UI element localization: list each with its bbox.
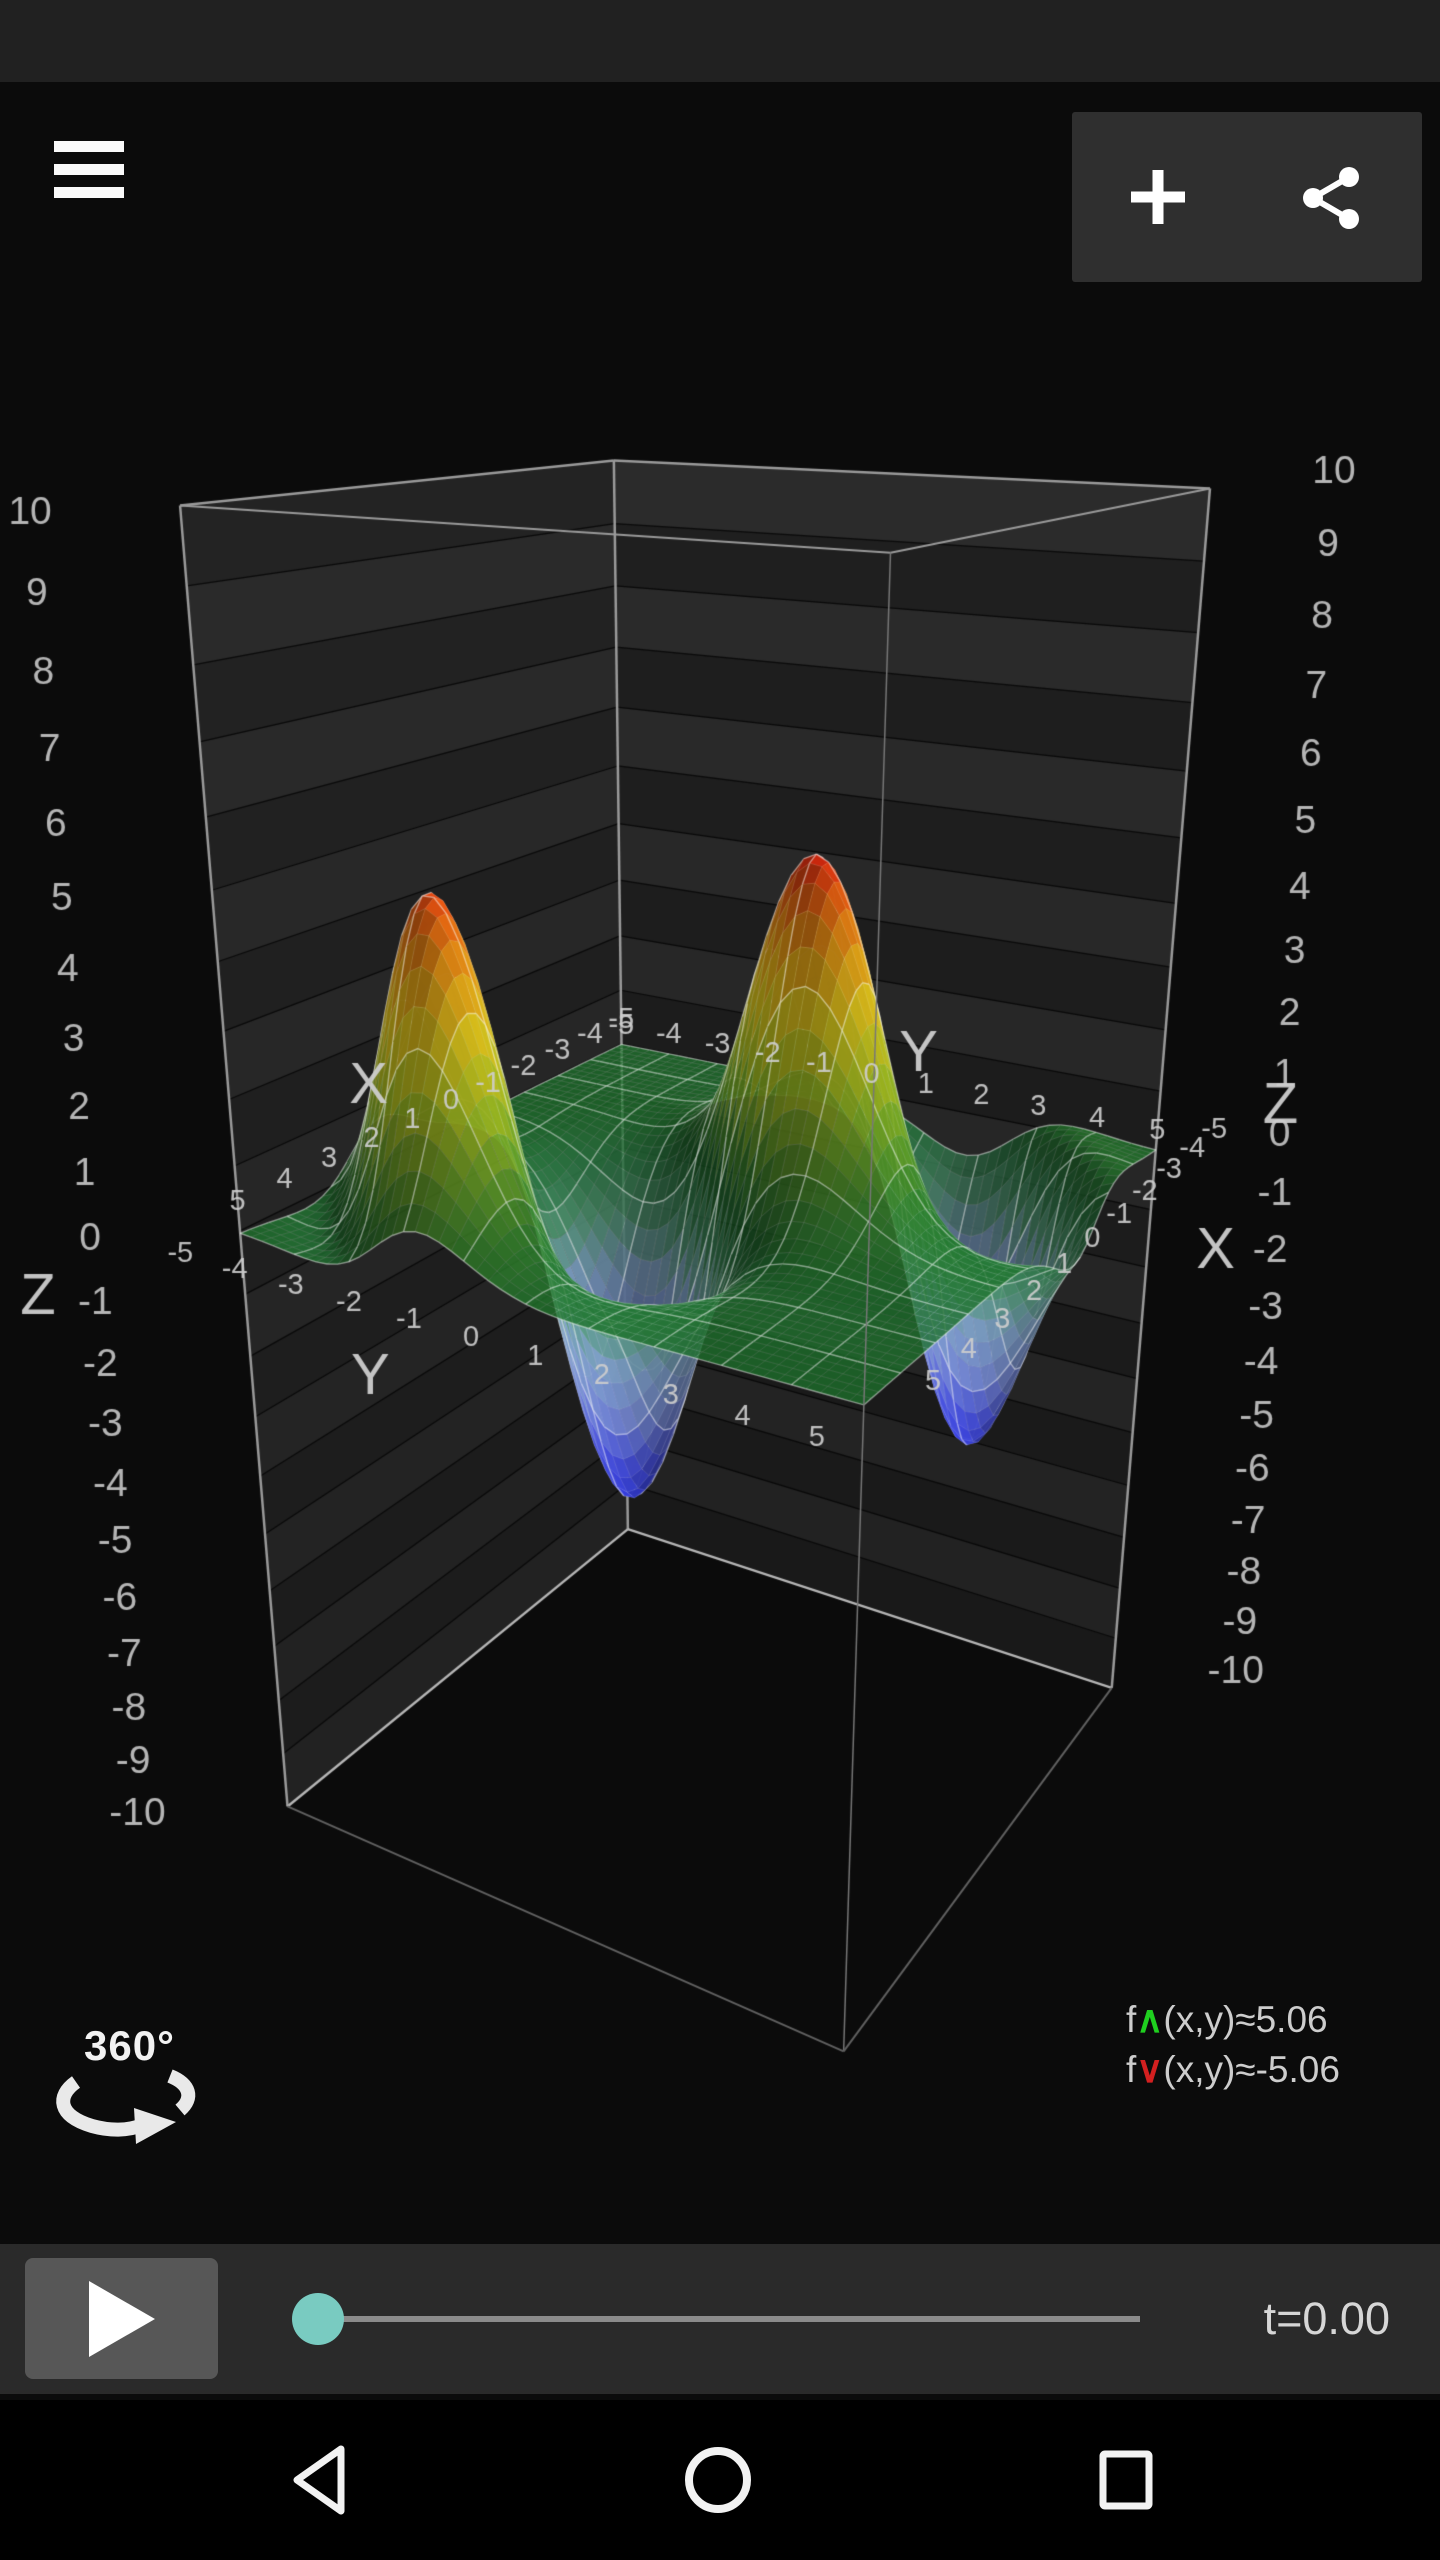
rotate-360-button[interactable]: 360° — [52, 2022, 212, 2152]
menu-button[interactable] — [54, 141, 126, 199]
back-triangle-icon — [293, 2445, 345, 2515]
toolbar-panel — [1072, 112, 1422, 282]
function-readout: f∧(x,y)≈5.06 f∨(x,y)≈-5.06 — [1126, 1995, 1340, 2095]
readout-min-line: f∨(x,y)≈-5.06 — [1126, 2045, 1340, 2095]
play-icon — [89, 2281, 155, 2357]
playback-bar: t=0.00 — [0, 2244, 1440, 2394]
readout-min-value: (x,y)≈-5.06 — [1163, 2049, 1340, 2090]
share-icon — [1303, 167, 1359, 229]
plus-icon — [1131, 170, 1185, 224]
slider-track[interactable] — [318, 2316, 1140, 2322]
slider-thumb[interactable] — [292, 2293, 344, 2345]
max-symbol: ∧ — [1136, 1999, 1164, 2040]
play-button[interactable] — [25, 2258, 218, 2379]
recents-square-icon — [1099, 2450, 1153, 2510]
share-button[interactable] — [1300, 166, 1366, 230]
rotate-360-label: 360° — [84, 2022, 175, 2069]
hamburger-icon — [54, 141, 126, 198]
nav-home-button[interactable] — [658, 2400, 778, 2560]
readout-max-value: (x,y)≈5.06 — [1163, 1999, 1328, 2040]
add-function-button[interactable] — [1129, 168, 1187, 226]
nav-recents-button[interactable] — [1066, 2400, 1186, 2560]
readout-max-prefix: f — [1126, 1999, 1137, 2040]
time-slider[interactable] — [280, 2244, 1160, 2394]
rotate-arrow-icon — [56, 2069, 196, 2144]
nav-back-button[interactable] — [258, 2400, 378, 2560]
time-readout: t=0.00 — [1263, 2293, 1390, 2344]
readout-max-line: f∧(x,y)≈5.06 — [1126, 1995, 1340, 2045]
min-symbol: ∨ — [1136, 2049, 1164, 2090]
android-nav-bar — [0, 2400, 1440, 2560]
status-bar — [0, 0, 1440, 82]
readout-min-prefix: f — [1126, 2049, 1137, 2090]
home-circle-icon — [685, 2447, 751, 2513]
